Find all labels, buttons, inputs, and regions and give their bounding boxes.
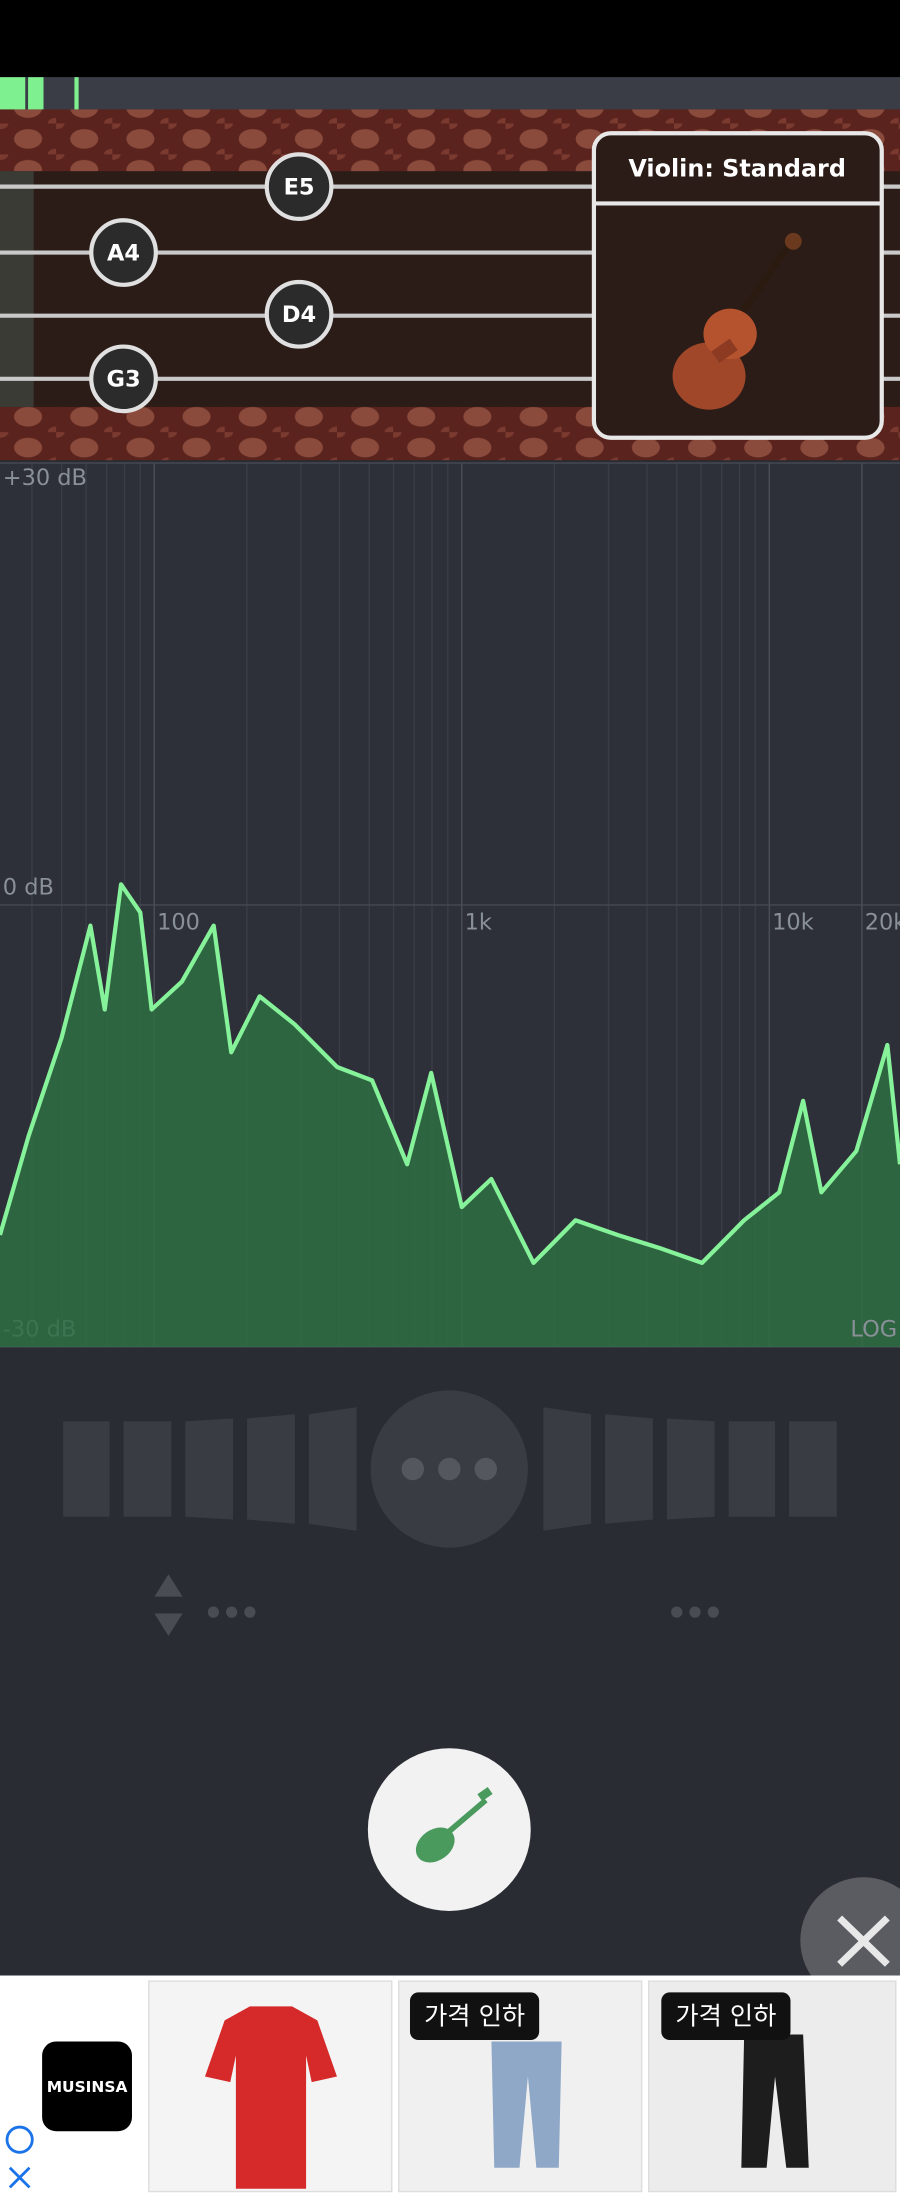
- string-note: E5: [284, 175, 315, 201]
- string-note: G3: [107, 367, 141, 393]
- ad-brand[interactable]: MUSINSA: [42, 2041, 132, 2132]
- progress-segment: [28, 77, 44, 110]
- y-tick-label: +30 dB: [3, 465, 87, 491]
- nut: [0, 171, 34, 407]
- instrument-name: Violin: Standard: [628, 154, 846, 182]
- meter-dots: [401, 1457, 498, 1481]
- meter-block: [543, 1407, 592, 1531]
- meter-block: [63, 1421, 110, 1517]
- close-ad-button[interactable]: [800, 1877, 900, 2004]
- x-tick-label: 10k: [772, 910, 814, 936]
- ad-close-icon[interactable]: [8, 2166, 31, 2189]
- y-tick-label: 0 dB: [3, 875, 54, 901]
- tuning-meter: [63, 1390, 837, 1548]
- x-tick-label: 100: [157, 910, 200, 936]
- string-note: A4: [107, 240, 140, 266]
- x-tick-label: 1k: [465, 910, 492, 936]
- progress-segment: [74, 77, 79, 110]
- mode-button[interactable]: [367, 1748, 531, 1911]
- ad-product[interactable]: 가격 인하: [647, 1980, 897, 2193]
- spectrum-line: [0, 882, 900, 1265]
- meter-block: [308, 1407, 357, 1531]
- progress-bar: [0, 77, 900, 110]
- ad-product[interactable]: 가격 인하: [398, 1980, 643, 2193]
- meter-block: [247, 1414, 295, 1524]
- string-note: D4: [282, 302, 316, 328]
- instrument-box: [591, 131, 884, 440]
- meter-block: [666, 1418, 715, 1520]
- status-bar: [0, 0, 900, 78]
- spectrum-area: [0, 884, 900, 1347]
- string-button[interactable]: [89, 218, 158, 287]
- instrument-selector[interactable]: Violin: Standard: [591, 131, 884, 440]
- progress-segment: [0, 77, 26, 110]
- violin-icon: [672, 232, 802, 410]
- ad-product[interactable]: [148, 1980, 393, 2193]
- meter-block: [605, 1414, 653, 1524]
- ad-badge: 가격 인하: [675, 2002, 776, 2031]
- scale-label: LOG: [850, 1317, 897, 1343]
- meter-block: [789, 1421, 837, 1517]
- meter-block: [728, 1421, 776, 1517]
- string-button[interactable]: [264, 152, 334, 221]
- ad-badge: 가격 인하: [424, 2002, 525, 2031]
- brand-name: MUSINSA: [47, 2078, 128, 2096]
- meter-block: [123, 1421, 172, 1517]
- x-tick-label: 20k: [865, 910, 900, 936]
- string-button[interactable]: [89, 344, 158, 414]
- octave-controls[interactable]: [154, 1574, 719, 1636]
- string-button[interactable]: [264, 279, 334, 349]
- meter-block: [185, 1418, 234, 1520]
- spectrum-chart: +30 dB0 dB-30 dB1001k10k20kLOG: [0, 462, 900, 1348]
- ad-info-icon[interactable]: [5, 2125, 34, 2154]
